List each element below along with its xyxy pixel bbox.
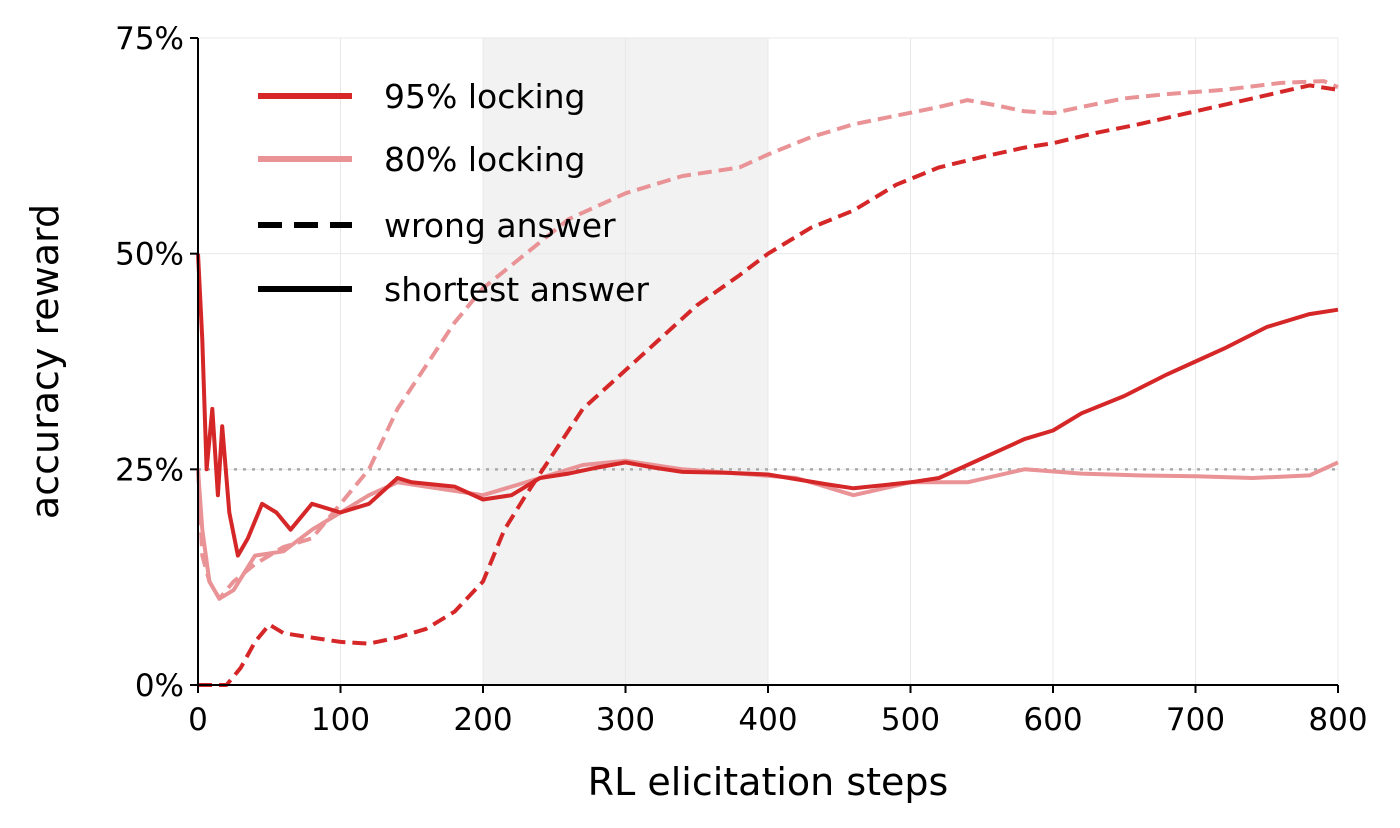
y-tick-label: 50% <box>115 237 184 273</box>
x-tick-label: 0 <box>188 702 208 738</box>
x-tick-label: 700 <box>1166 702 1225 738</box>
x-axis-label: RL elicitation steps <box>588 760 949 804</box>
x-ticks: 0 100 200 300 400 500 600 700 800 <box>188 685 1368 738</box>
y-tick-label: 0% <box>135 668 184 704</box>
y-tick-label: 25% <box>115 452 184 488</box>
y-axis-label: accuracy reward <box>23 204 67 519</box>
legend-label: 80% locking <box>384 140 585 179</box>
series-line-95-wrong <box>198 83 1339 687</box>
x-tick-label: 100 <box>311 702 370 738</box>
y-tick-label: 75% <box>115 21 184 57</box>
legend-label: shortest answer <box>384 270 649 309</box>
series-line-80-shortest <box>196 458 1339 601</box>
x-tick-label: 200 <box>453 702 512 738</box>
x-tick-label: 500 <box>881 702 940 738</box>
x-tick-label: 800 <box>1308 702 1367 738</box>
x-tick-label: 400 <box>738 702 797 738</box>
series-line-80-wrong <box>196 79 1339 601</box>
series-line-95-shortest <box>196 253 1339 558</box>
legend-label: wrong answer <box>384 206 616 245</box>
legend-label: 95% locking <box>384 77 585 116</box>
x-tick-label: 600 <box>1023 702 1082 738</box>
series-lines <box>196 79 1339 687</box>
legend: 95% locking 80% locking wrong answer shorte… <box>258 77 649 309</box>
y-ticks: 0% 25% 50% 75% <box>115 21 198 704</box>
x-tick-label: 300 <box>596 702 655 738</box>
